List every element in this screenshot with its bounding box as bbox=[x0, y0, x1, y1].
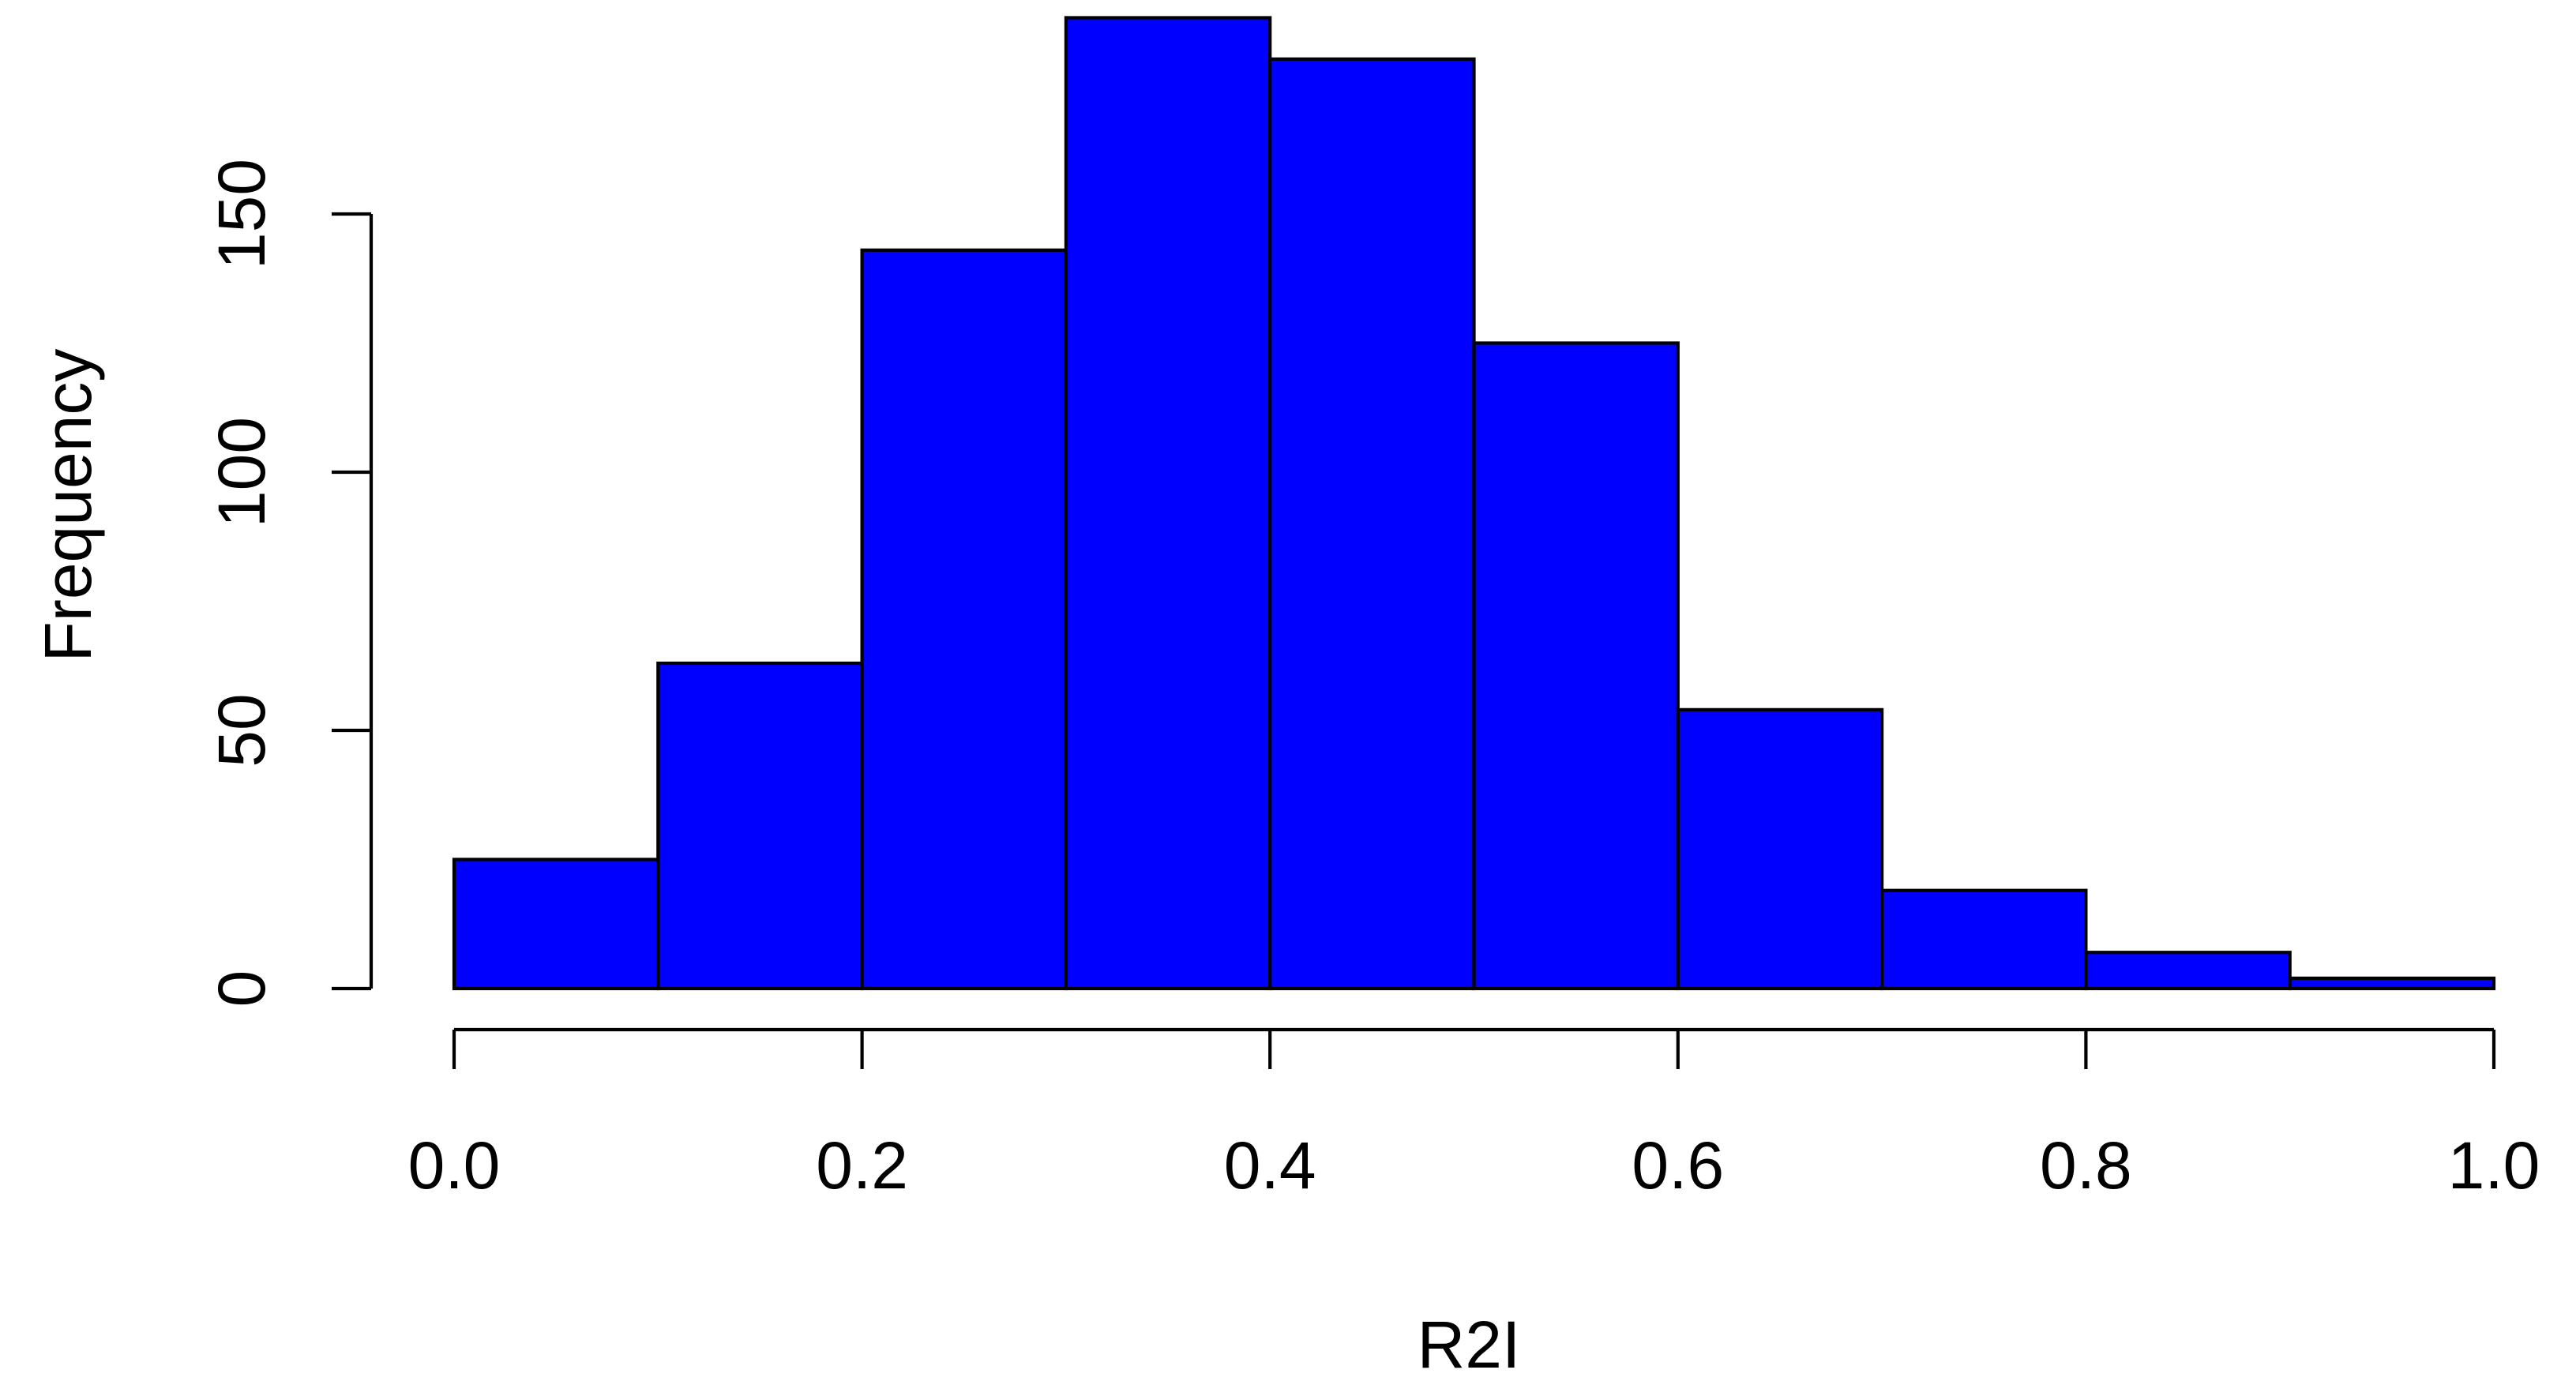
histogram-bar-8 bbox=[1880, 888, 2088, 991]
histogram-bar-1 bbox=[452, 857, 660, 991]
y-tick-label: 150 bbox=[205, 159, 279, 269]
histogram-bar-10 bbox=[2288, 976, 2496, 991]
x-axis-title: R2I bbox=[1418, 1308, 1521, 1382]
y-tick-label: 100 bbox=[205, 417, 279, 527]
x-tick-label: 0.6 bbox=[1632, 1128, 1724, 1203]
x-axis: 0.0 0.2 0.4 0.6 0.8 1.0 bbox=[408, 1027, 2540, 1203]
histogram-bar-3 bbox=[860, 248, 1068, 991]
histogram-bar-9 bbox=[2084, 951, 2292, 991]
histogram-bar-4 bbox=[1064, 16, 1272, 991]
x-tick-label: 1.0 bbox=[2448, 1128, 2540, 1203]
bars-group bbox=[452, 16, 2496, 991]
x-tick-label: 0.0 bbox=[408, 1128, 501, 1203]
y-axis: 0 50 100 150 bbox=[205, 159, 374, 1008]
histogram-bar-5 bbox=[1268, 57, 1476, 991]
y-tick-label: 0 bbox=[205, 970, 279, 1008]
x-tick-label: 0.8 bbox=[2040, 1128, 2132, 1203]
y-axis-title: Frequency bbox=[31, 349, 105, 662]
histogram-bar-2 bbox=[656, 661, 864, 991]
y-tick-label: 50 bbox=[205, 693, 279, 767]
x-tick-label: 0.2 bbox=[816, 1128, 908, 1203]
x-tick-label: 0.4 bbox=[1224, 1128, 1316, 1203]
histogram-bar-6 bbox=[1472, 341, 1680, 991]
histogram-bar-7 bbox=[1676, 707, 1884, 991]
